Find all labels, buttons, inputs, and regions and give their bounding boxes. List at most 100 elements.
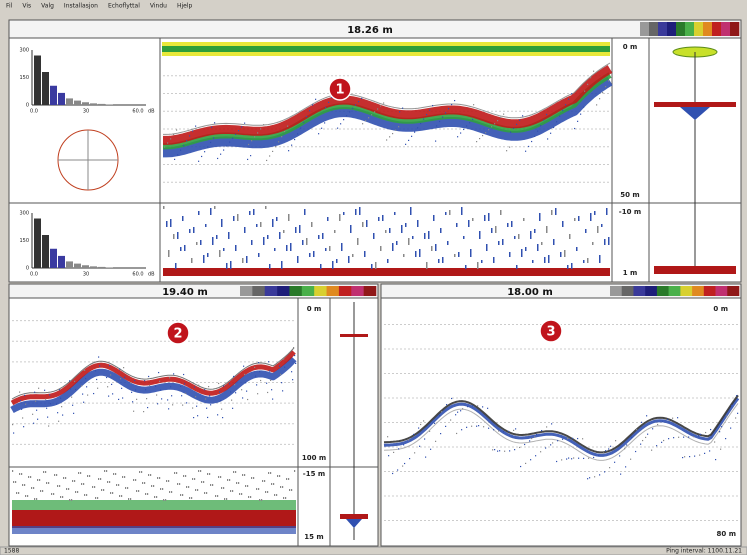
hist-bar bbox=[66, 261, 73, 268]
echo-speck bbox=[454, 99, 456, 102]
echo-speck bbox=[592, 242, 594, 245]
echo-speck bbox=[291, 371, 293, 373]
echo-speck bbox=[544, 257, 546, 263]
echo-speck bbox=[160, 389, 162, 391]
echo-speck bbox=[78, 472, 80, 474]
scale-label: 50 m bbox=[620, 191, 639, 199]
echo-speck bbox=[260, 379, 262, 382]
echo-speck bbox=[219, 250, 221, 257]
echo-speck bbox=[201, 481, 203, 483]
echo-speck bbox=[532, 260, 534, 263]
echo-speck bbox=[174, 158, 176, 160]
echo-speck bbox=[614, 461, 616, 463]
echo-speck bbox=[286, 478, 288, 480]
echo-speck bbox=[45, 471, 47, 473]
echo-speck bbox=[322, 233, 324, 239]
echo-speck bbox=[217, 414, 219, 416]
echo-speck bbox=[468, 220, 470, 227]
echo-speck bbox=[442, 257, 444, 263]
echo-speck bbox=[288, 150, 290, 152]
echo-speck bbox=[220, 476, 222, 478]
hist-bar bbox=[98, 103, 105, 105]
echo-speck bbox=[266, 159, 268, 162]
echo-speck bbox=[74, 480, 76, 482]
echo-speck bbox=[82, 393, 84, 395]
echo-speck bbox=[226, 263, 228, 269]
echo-speck bbox=[566, 458, 568, 460]
echo-speck bbox=[50, 403, 52, 405]
echo-speck bbox=[292, 379, 294, 381]
echo-speck bbox=[255, 375, 257, 377]
echo-speck bbox=[25, 495, 27, 497]
echogram-1 bbox=[161, 62, 613, 183]
echo-speck bbox=[228, 232, 230, 239]
echo-speck bbox=[92, 486, 94, 488]
echo-speck bbox=[110, 492, 112, 494]
echo-speck bbox=[243, 365, 245, 367]
echo-speck bbox=[730, 427, 732, 429]
scale-label: 80 m bbox=[717, 530, 736, 538]
tick-label: 150 bbox=[19, 238, 29, 244]
echo-speck bbox=[256, 224, 258, 227]
echo-speck bbox=[212, 484, 214, 486]
echo-speck bbox=[85, 377, 87, 380]
echo-speck bbox=[191, 497, 193, 499]
echo-speck bbox=[402, 465, 404, 467]
echo-speck bbox=[95, 370, 97, 372]
echo-speck bbox=[636, 429, 638, 431]
echo-speck bbox=[226, 145, 228, 147]
menu-item: Fil bbox=[6, 3, 13, 10]
echo-speck bbox=[198, 160, 200, 162]
echo-speck bbox=[267, 235, 269, 239]
echo-speck bbox=[223, 385, 225, 387]
echo-speck bbox=[311, 222, 313, 227]
echo-speck bbox=[81, 483, 83, 485]
echo-speck bbox=[573, 457, 575, 459]
echo-speck bbox=[34, 498, 36, 500]
echo-speck bbox=[485, 132, 487, 134]
echo-speck bbox=[309, 110, 311, 112]
echo-speck bbox=[472, 405, 474, 407]
color-swatch bbox=[694, 22, 704, 36]
echo-speck bbox=[12, 470, 14, 472]
echo-speck bbox=[204, 151, 206, 153]
echo-speck bbox=[641, 421, 643, 423]
echo-speck bbox=[70, 388, 72, 390]
echo-speck bbox=[236, 482, 238, 484]
echo-speck bbox=[288, 214, 290, 221]
echo-speck bbox=[209, 395, 211, 397]
echo-speck bbox=[721, 426, 723, 428]
echo-speck bbox=[159, 380, 161, 382]
echo-speck bbox=[23, 426, 25, 428]
echo-speck bbox=[198, 384, 200, 386]
echo-speck bbox=[424, 438, 426, 440]
echo-speck bbox=[195, 396, 197, 398]
echo-speck bbox=[283, 497, 285, 499]
echo-speck bbox=[589, 477, 591, 479]
echo-speck bbox=[418, 427, 420, 429]
echo-speck bbox=[169, 377, 171, 379]
echo-speck bbox=[171, 491, 173, 493]
echo-speck bbox=[467, 406, 469, 408]
echo-speck bbox=[195, 489, 197, 491]
echo-speck bbox=[164, 146, 166, 148]
echo-band bbox=[163, 62, 611, 135]
echo-speck bbox=[207, 146, 209, 148]
echo-speck bbox=[97, 387, 99, 389]
echo-speck bbox=[38, 387, 40, 389]
echo-speck bbox=[466, 125, 468, 127]
echo-speck bbox=[524, 443, 526, 446]
echo-speck bbox=[596, 104, 598, 106]
echo-speck bbox=[408, 439, 410, 441]
echo-speck bbox=[571, 458, 573, 460]
echo-speck bbox=[543, 119, 545, 121]
echo-speck bbox=[523, 218, 525, 221]
echo-speck bbox=[466, 426, 468, 428]
echo-speck bbox=[87, 394, 89, 396]
echo-speck bbox=[268, 361, 270, 363]
echo-speck bbox=[233, 216, 235, 221]
color-swatch bbox=[621, 286, 634, 296]
color-swatch bbox=[667, 22, 677, 36]
echo-speck bbox=[426, 262, 428, 269]
echo-speck bbox=[210, 404, 212, 406]
